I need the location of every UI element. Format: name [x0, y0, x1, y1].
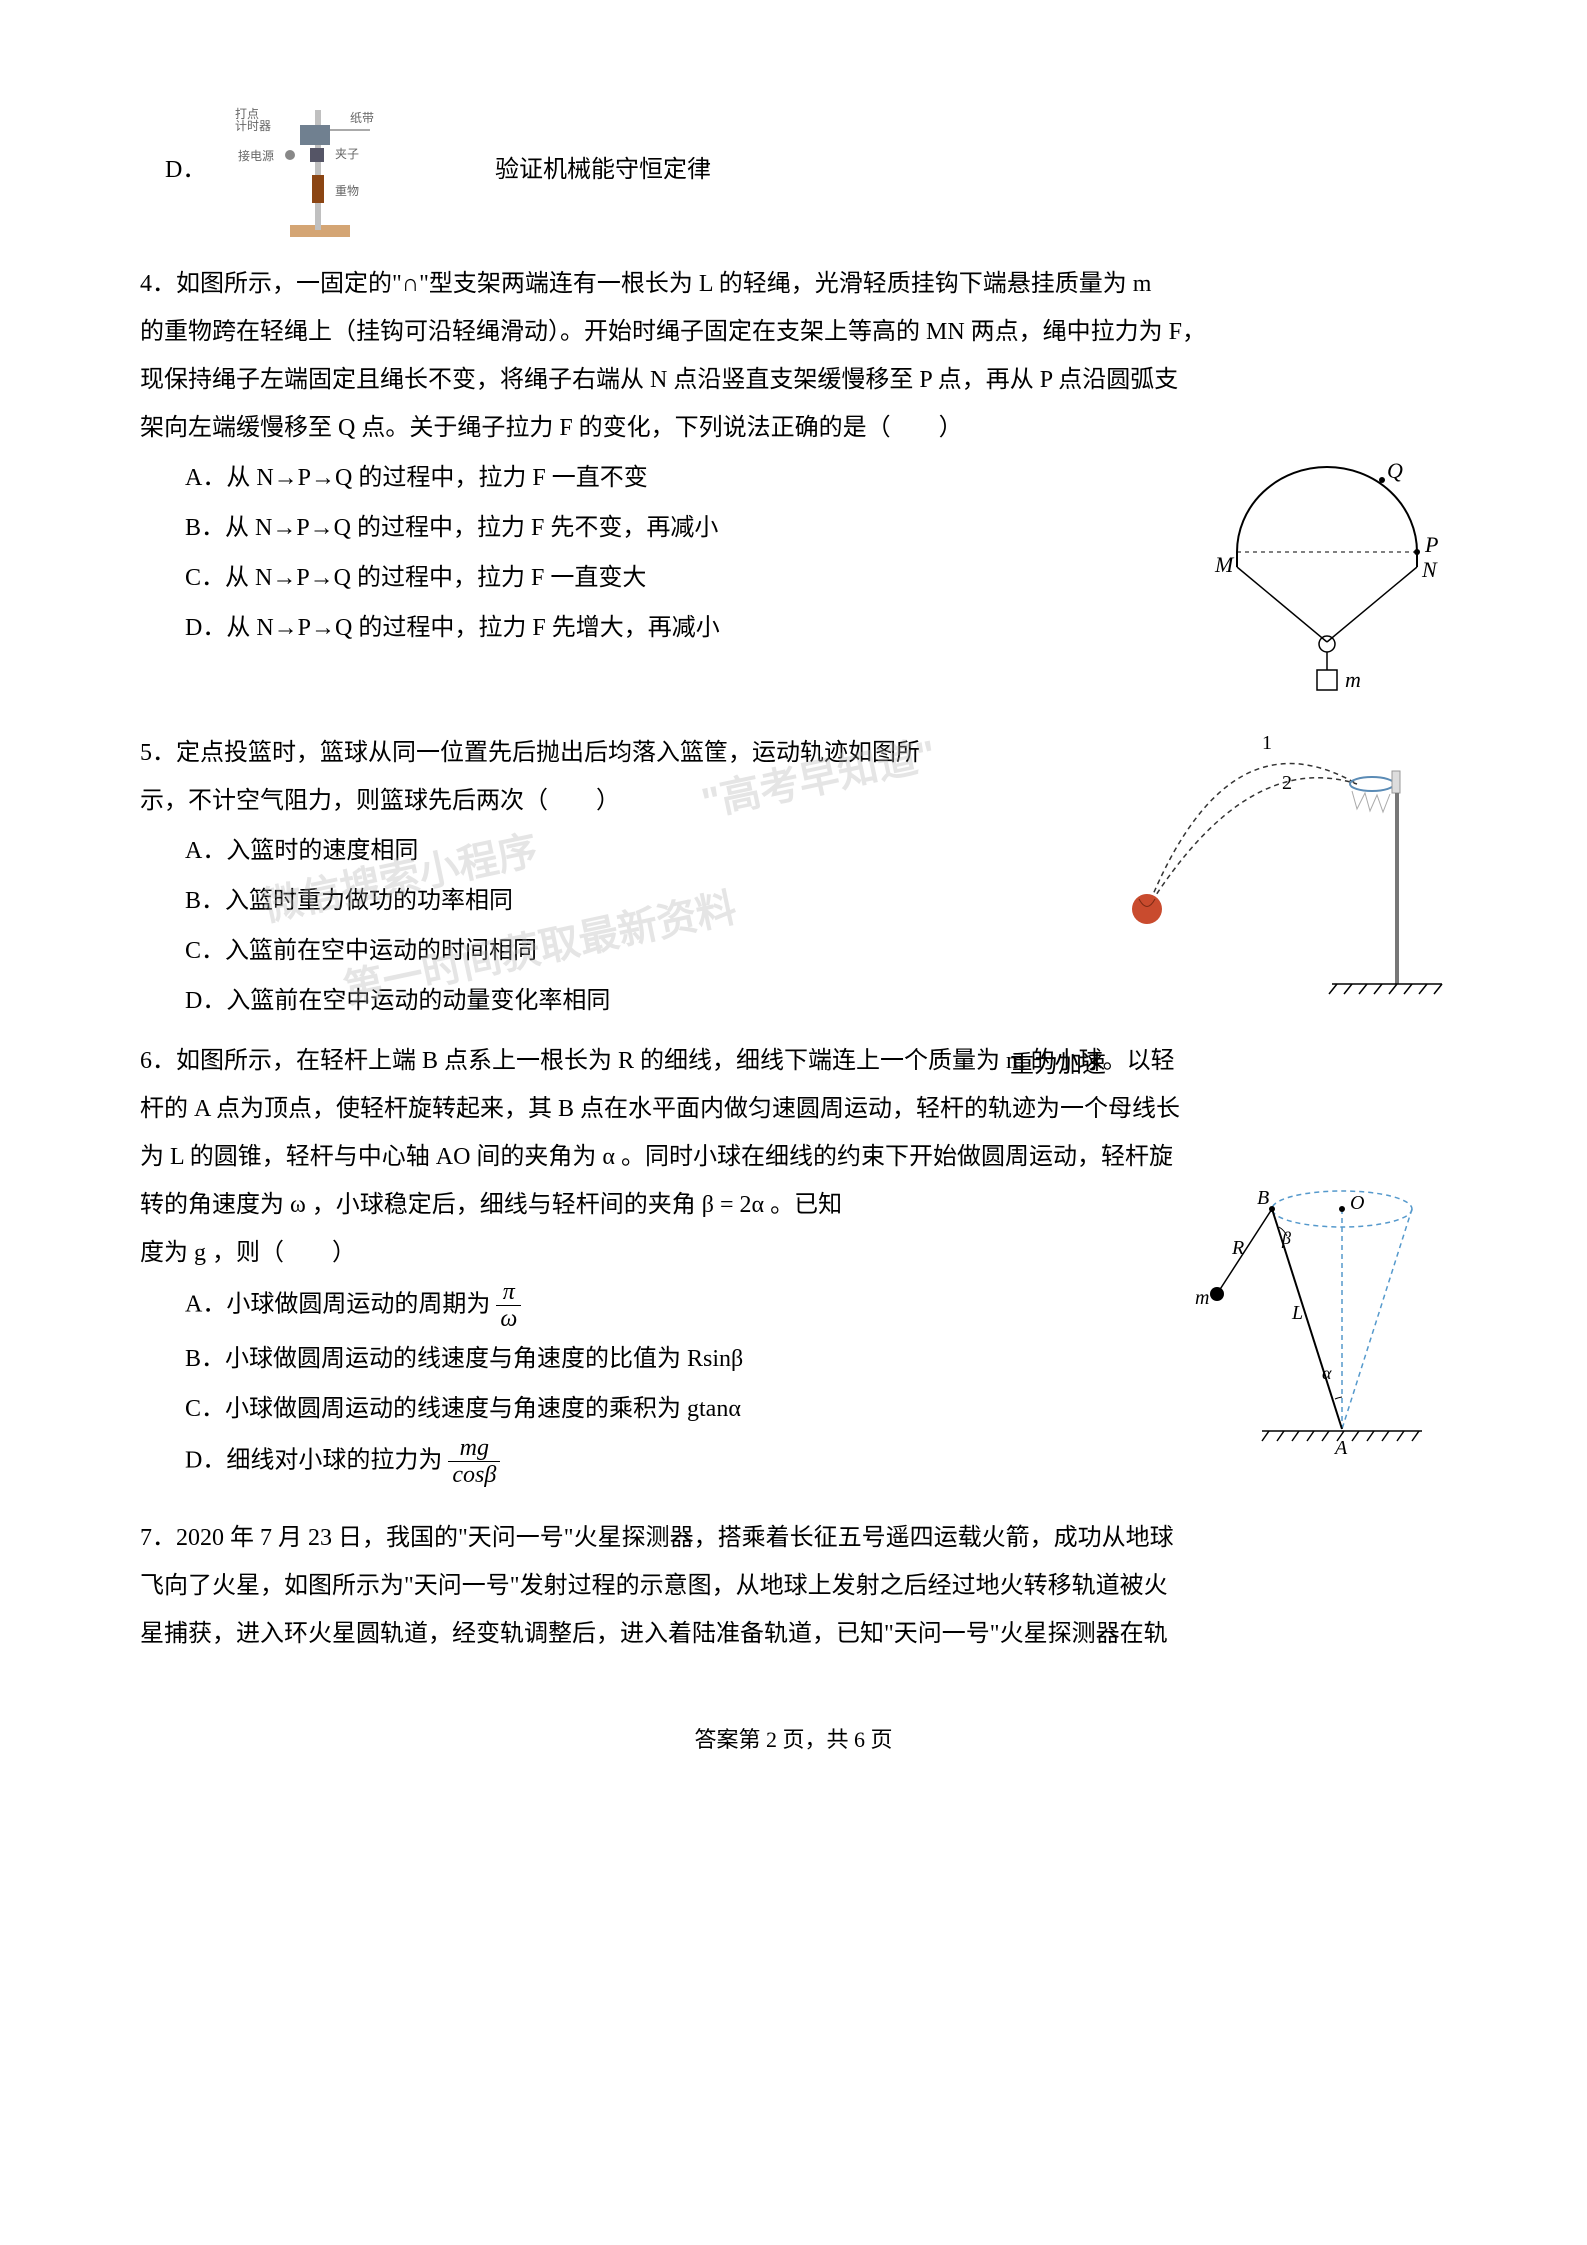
- q5-option-d: D．入篮前在空中运动的动量变化率相同: [140, 977, 1087, 1025]
- q5-line1: 5．定点投篮时，篮球从同一位置先后抛出后均落入篮筐，运动轨迹如图所: [140, 729, 1087, 777]
- q6-option-b: B．小球做圆周运动的线速度与角速度的比值为 Rsinβ: [140, 1335, 1167, 1383]
- svg-text:B: B: [1257, 1187, 1269, 1209]
- q6-line4: 转的角速度为 ω ，小球稳定后，细线与轻杆间的夹角 β = 2α 。已知: [140, 1181, 1187, 1229]
- option-d-text: 验证机械能守恒定律: [405, 146, 711, 194]
- question-4: 4．如图所示，一固定的"∩"型支架两端连有一根长为 L 的轻绳，光滑轻质挂钩下端…: [140, 260, 1447, 719]
- q6-d-prefix: D．细线对小球的拉力为: [185, 1447, 442, 1473]
- svg-text:L: L: [1291, 1302, 1303, 1324]
- q6-diagram: B O R β m L α A: [1167, 1179, 1447, 1496]
- q5-line2: 示，不计空气阻力，则篮球先后两次（ ）: [140, 777, 1087, 825]
- q6-option-a: A．小球做圆周运动的周期为 πω: [140, 1279, 1167, 1333]
- q6-d-fraction: mgcosβ: [448, 1435, 500, 1489]
- q4-line2: 的重物跨在轻绳上（挂钩可沿轻绳滑动）。开始时绳子固定在支架上等高的 MN 两点，…: [140, 308, 1447, 356]
- svg-text:纸带: 纸带: [350, 111, 374, 125]
- q4-line1: 4．如图所示，一固定的"∩"型支架两端连有一根长为 L 的轻绳，光滑轻质挂钩下端…: [140, 260, 1447, 308]
- svg-text:重物: 重物: [335, 184, 359, 198]
- q5-option-a: A．入篮时的速度相同: [140, 827, 1087, 875]
- q6-option-c: C．小球做圆周运动的线速度与角速度的乘积为 gtanα: [140, 1385, 1167, 1433]
- q4-option-c: C．从 N→P→Q 的过程中，拉力 F 一直变大: [140, 554, 1187, 602]
- q6-line2: 杆的 A 点为顶点，使轻杆旋转起来，其 B 点在水平面内做匀速圆周运动，轻杆的轨…: [140, 1085, 1447, 1133]
- question-5: 5．定点投篮时，篮球从同一位置先后抛出后均落入篮筐，运动轨迹如图所 示，不计空气…: [140, 729, 1447, 1027]
- svg-text:m: m: [1345, 667, 1361, 692]
- svg-text:Q: Q: [1387, 458, 1403, 483]
- option-d-diagram: 打点 计时器 纸带 夹子 接电源 重物: [205, 100, 405, 240]
- q6-option-d: D．细线对小球的拉力为 mgcosβ: [140, 1435, 1167, 1489]
- q6-d-den: cosβ: [448, 1462, 500, 1488]
- svg-text:m: m: [1195, 1287, 1209, 1309]
- q4-option-b: B．从 N→P→Q 的过程中，拉力 F 先不变，再减小: [140, 504, 1187, 552]
- svg-text:O: O: [1350, 1192, 1364, 1214]
- question-7: 7．2020 年 7 月 23 日，我国的"天问一号"火星探测器，搭乘着长征五号…: [140, 1514, 1447, 1658]
- svg-text:夹子: 夹子: [335, 147, 359, 161]
- q6-number: 6．: [140, 1048, 176, 1074]
- q6-a-prefix: A．小球做圆周运动的周期为: [185, 1291, 490, 1317]
- q6-line5: 度为 g ，则（ ）: [140, 1229, 1167, 1277]
- q4-line3: 现保持绳子左端固定且绳长不变，将绳子右端从 N 点沿竖直支架缓慢移至 P 点，再…: [140, 356, 1447, 404]
- q6-a-fraction: πω: [496, 1279, 521, 1333]
- q4-option-a: A．从 N→P→Q 的过程中，拉力 F 一直不变: [140, 454, 1187, 502]
- svg-text:1: 1: [1262, 732, 1272, 754]
- q4-text-0: 如图所示，一固定的"∩"型支架两端连有一根长为 L 的轻绳，光滑轻质挂钩下端悬挂…: [176, 271, 1151, 297]
- q6-text-5: 度为 g ，则（ ）: [140, 1240, 356, 1266]
- svg-text:计时器: 计时器: [235, 119, 271, 133]
- q7-text-0: 2020 年 7 月 23 日，我国的"天问一号"火星探测器，搭乘着长征五号遥四…: [176, 1525, 1174, 1551]
- svg-text:2: 2: [1282, 772, 1292, 794]
- q5-option-b: B．入篮时重力做功的功率相同: [140, 877, 1087, 925]
- q6-d-num: mg: [448, 1435, 500, 1462]
- svg-text:P: P: [1424, 532, 1438, 557]
- svg-text:β: β: [1281, 1228, 1291, 1248]
- q4-option-d: D．从 N→P→Q 的过程中，拉力 F 先增大，再减小: [140, 604, 1187, 652]
- q6-text-4-inline: 重力加速: [1010, 1052, 1106, 1078]
- svg-text:α: α: [1322, 1363, 1332, 1383]
- q5-number: 5．: [140, 740, 176, 766]
- q7-line1: 7．2020 年 7 月 23 日，我国的"天问一号"火星探测器，搭乘着长征五号…: [140, 1514, 1447, 1562]
- page-footer: 答案第 2 页，共 6 页: [140, 1718, 1447, 1762]
- q7-number: 7．: [140, 1525, 176, 1551]
- svg-text:A: A: [1333, 1437, 1348, 1459]
- svg-text:M: M: [1214, 552, 1235, 577]
- q4-line4: 架向左端缓慢移至 Q 点。关于绳子拉力 F 的变化，下列说法正确的是（ ）: [140, 404, 1447, 452]
- prev-option-d: D． 打点 计时器 纸带 夹子 接电源 重物 验证机械能守恒定律: [140, 100, 1447, 240]
- q6-line1: 6．如图所示，在轻杆上端 B 点系上一根长为 R 的细线，细线下端连上一个质量为…: [140, 1037, 1447, 1085]
- svg-text:N: N: [1421, 557, 1438, 582]
- q5-diagram: 1 2: [1087, 729, 1447, 1026]
- q4-diagram: Q P M N m: [1187, 452, 1447, 719]
- svg-text:R: R: [1231, 1237, 1244, 1259]
- q6-a-den: ω: [496, 1306, 521, 1332]
- q5-text-0: 定点投篮时，篮球从同一位置先后抛出后均落入篮筐，运动轨迹如图所: [176, 740, 920, 766]
- q6-line3: 为 L 的圆锥，轻杆与中心轴 AO 间的夹角为 α 。同时小球在细线的约束下开始…: [140, 1133, 1447, 1181]
- q7-line2: 飞向了火星，如图所示为"天问一号"发射过程的示意图，从地球上发射之后经过地火转移…: [140, 1562, 1447, 1610]
- q4-number: 4．: [140, 271, 176, 297]
- q5-option-c: C．入篮前在空中运动的时间相同: [140, 927, 1087, 975]
- option-d-label: D．: [140, 146, 205, 194]
- q6-a-num: π: [496, 1279, 521, 1306]
- svg-text:接电源: 接电源: [238, 148, 274, 163]
- question-6: 6．如图所示，在轻杆上端 B 点系上一根长为 R 的细线，细线下端连上一个质量为…: [140, 1037, 1447, 1544]
- q7-line3: 星捕获，进入环火星圆轨道，经变轨调整后，进入着陆准备轨道，已知"天问一号"火星探…: [140, 1610, 1447, 1658]
- q6-text-3: 转的角速度为 ω ，小球稳定后，细线与轻杆间的夹角 β = 2α 。已知: [140, 1192, 842, 1218]
